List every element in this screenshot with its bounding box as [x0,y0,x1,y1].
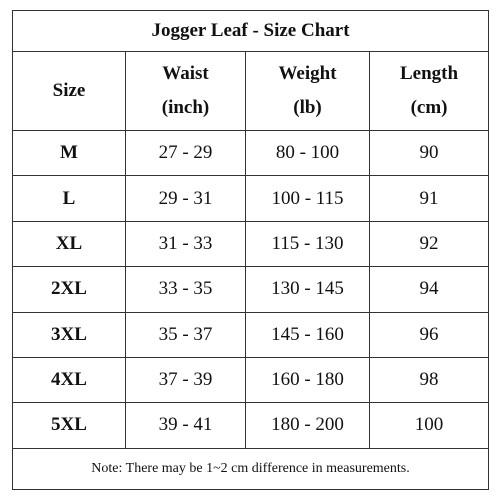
header-waist: Waist (inch) [125,51,246,131]
size-cell: 2XL [12,266,126,313]
size-cell: 4XL [12,356,126,404]
measurement-note: Note: There may be 1~2 cm difference in … [11,447,490,491]
length-cell: 92 [368,220,490,268]
waist-cell: 35 - 37 [125,311,246,358]
table-row: M 27 - 29 80 - 100 90 [12,129,490,177]
table-row: 5XL 39 - 41 180 - 200 100 [12,402,490,449]
length-cell: 94 [368,266,490,313]
table-row: 3XL 35 - 37 145 - 160 96 [12,311,490,358]
length-cell: 100 [368,402,490,449]
size-cell: M [12,129,126,177]
header-size-label: Size [52,80,86,102]
length-cell: 98 [368,356,490,404]
weight-cell: 160 - 180 [245,356,370,404]
weight-cell: 100 - 115 [245,175,370,222]
waist-cell: 33 - 35 [125,266,246,313]
header-size: Size [12,51,126,131]
length-cell: 91 [368,175,490,222]
header-waist-label: Waist [162,63,209,85]
header-length: Length (cm) [368,51,490,131]
weight-cell: 180 - 200 [245,402,370,449]
header-length-unit: (cm) [410,97,448,119]
size-cell: 3XL [12,311,126,358]
weight-cell: 115 - 130 [245,220,370,268]
waist-cell: 39 - 41 [125,402,246,449]
header-length-label: Length [399,63,459,85]
length-cell: 96 [368,311,490,358]
weight-cell: 130 - 145 [245,266,370,313]
header-weight-label: Weight [278,63,337,85]
size-chart-table: Jogger Leaf - Size Chart Size Waist (inc… [11,9,490,491]
table-row: 4XL 37 - 39 160 - 180 98 [12,356,490,404]
table-row: L 29 - 31 100 - 115 91 [12,175,490,222]
length-cell: 90 [368,129,490,177]
header-weight: Weight (lb) [245,51,370,131]
size-cell: XL [12,220,126,268]
table-row: XL 31 - 33 115 - 130 92 [12,220,490,268]
header-weight-unit: (lb) [293,97,322,119]
weight-cell: 80 - 100 [245,129,370,177]
header-waist-unit: (inch) [161,97,210,119]
waist-cell: 29 - 31 [125,175,246,222]
size-cell: 5XL [12,402,126,449]
chart-title: Jogger Leaf - Size Chart [11,9,490,53]
size-cell: L [12,175,126,222]
title-row: Jogger Leaf - Size Chart [11,9,490,53]
table-row: 2XL 33 - 35 130 - 145 94 [12,266,490,313]
waist-cell: 27 - 29 [125,129,246,177]
waist-cell: 31 - 33 [125,220,246,268]
waist-cell: 37 - 39 [125,356,246,404]
weight-cell: 145 - 160 [245,311,370,358]
header-row: Size Waist (inch) Weight (lb) Length (cm… [12,51,490,131]
note-row: Note: There may be 1~2 cm difference in … [11,447,490,491]
